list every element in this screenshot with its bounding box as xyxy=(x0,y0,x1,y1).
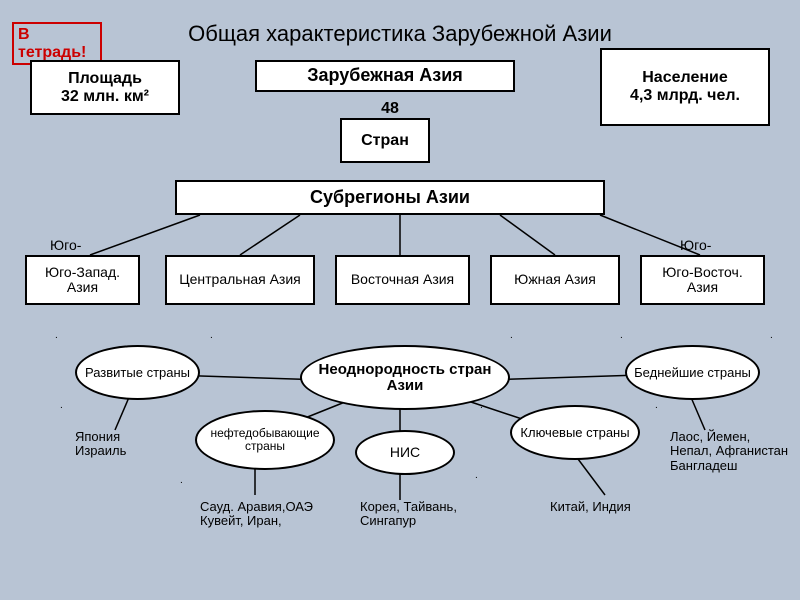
dots-deco: . xyxy=(210,330,213,341)
group-poor: Беднейшие страны xyxy=(625,345,760,400)
dots-deco: . xyxy=(480,400,483,411)
examples-poor: Лаос, Йемен, Непал, Афганистан Бангладеш xyxy=(670,430,790,473)
group-key: Ключевые страны xyxy=(510,405,640,460)
countries-box: Стран xyxy=(340,118,430,163)
dots-deco: . xyxy=(475,470,478,481)
main-box: Зарубежная Азия xyxy=(255,60,515,92)
dots-deco: . xyxy=(620,330,623,341)
examples-oil: Сауд. Аравия,ОАЭ Кувейт, Иран, xyxy=(200,500,350,529)
dots-deco: . xyxy=(55,330,58,341)
subregion-east: Восточная Азия xyxy=(335,255,470,305)
dots-deco: . xyxy=(180,475,183,486)
group-oil: нефтедобывающие страны xyxy=(195,410,335,470)
examples-developed: Япония Израиль xyxy=(75,430,165,459)
area-box: Площадь 32 млн. км² xyxy=(30,60,180,115)
dots-deco: . xyxy=(60,400,63,411)
examples-nis: Корея, Тайвань, Сингапур xyxy=(360,500,480,529)
hetero-ellipse: Неоднородность стран Азии xyxy=(300,345,510,410)
group-nis: НИС xyxy=(355,430,455,475)
examples-key: Китай, Индия xyxy=(550,500,680,514)
countries-num: 48 xyxy=(360,100,420,118)
note-box: В тетрадь! xyxy=(12,22,102,65)
subregion-sw-overflow: Юго- xyxy=(50,238,81,253)
dots-deco: . xyxy=(770,330,773,341)
page-title: Общая характеристика Зарубежной Азии xyxy=(100,22,700,46)
subregion-central: Центральная Азия xyxy=(165,255,315,305)
group-developed: Развитые страны xyxy=(75,345,200,400)
dots-deco: . xyxy=(655,400,658,411)
subregion-sw: Юго-Запад. Азия xyxy=(25,255,140,305)
dots-deco: . xyxy=(510,330,513,341)
subregion-south: Южная Азия xyxy=(490,255,620,305)
subregion-se: Юго-Восточ. Азия xyxy=(640,255,765,305)
population-box: Население 4,3 млрд. чел. xyxy=(600,48,770,126)
subregions-title-box: Субрегионы Азии xyxy=(175,180,605,215)
subregion-se-overflow: Юго- xyxy=(680,238,711,253)
